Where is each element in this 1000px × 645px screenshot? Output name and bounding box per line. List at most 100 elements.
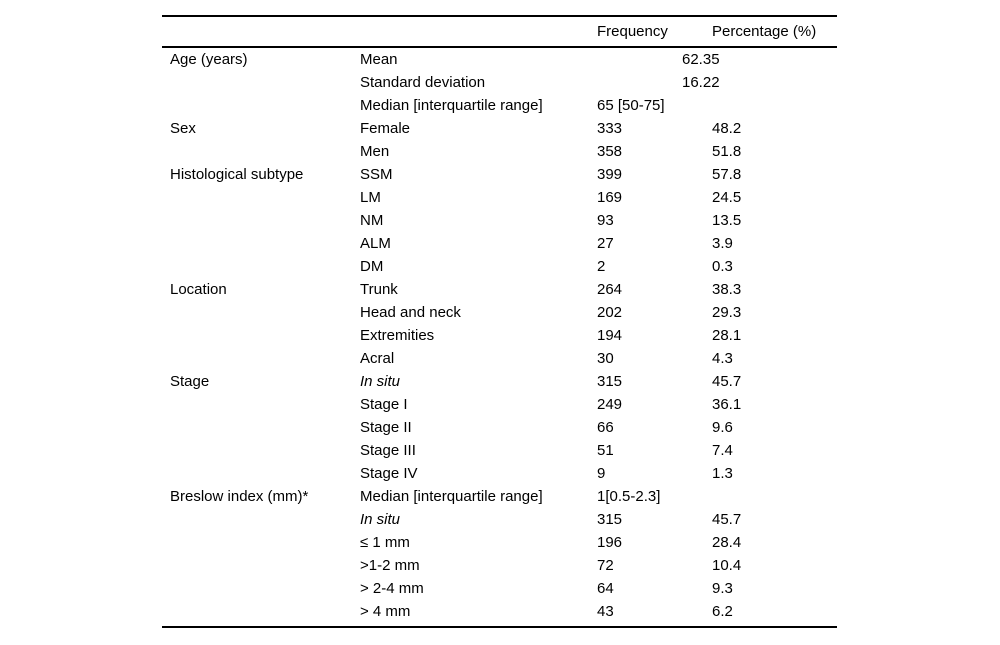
frequency-cell: 169 [597,189,623,206]
table-row: In situ 315 45.7 [162,508,837,531]
percentage-cell: 1.3 [712,465,733,482]
percentage-cell: 38.3 [712,281,742,298]
category-cell: Location [170,281,227,298]
category-cell: Sex [170,120,196,137]
table-row: Sex Female 333 48.2 [162,117,837,140]
percentage-cell: 4.3 [712,350,733,367]
table-row: ≤ 1 mm 196 28.4 [162,531,837,554]
frequency-cell: 196 [597,534,623,551]
percentage-cell: 10.4 [712,557,742,574]
table-row: Median [interquartile range] 65 [50-75] [162,94,837,117]
frequency-cell: 358 [597,143,623,160]
table-row: >1-2 mm 72 10.4 [162,554,837,577]
label-cell: Men [360,143,390,160]
label-cell: LM [360,189,381,206]
stats-table: Frequency Percentage (%) Age (years) Mea… [162,15,837,628]
column-header-percentage: Percentage (%) [712,23,817,40]
percentage-cell: 45.7 [712,511,742,528]
percentage-cell: 48.2 [712,120,742,137]
label-cell: > 2-4 mm [360,580,424,597]
frequency-cell: 194 [597,327,623,344]
frequency-cell: 249 [597,396,623,413]
column-header-frequency: Frequency [597,23,668,40]
frequency-cell: 202 [597,304,623,321]
table-row: DM 2 0.3 [162,255,837,278]
table-row: NM 93 13.5 [162,209,837,232]
percentage-cell: 28.4 [712,534,742,551]
percentage-cell: 57.8 [712,166,742,183]
table-row: Extremities 194 28.1 [162,324,837,347]
percentage-cell: 51.8 [712,143,742,160]
category-cell: Stage [170,373,210,390]
percentage-cell: 13.5 [712,212,742,229]
frequency-cell: 30 [597,350,614,367]
frequency-cell: 2 [597,258,606,275]
label-cell: Stage I [360,396,408,413]
label-cell: Stage III [360,442,416,459]
table-body: Age (years) Mean 62.35 Standard deviatio… [162,48,837,626]
label-cell: In situ [360,511,401,528]
label-cell: Trunk [360,281,398,298]
frequency-cell: 66 [597,419,614,436]
label-cell: Median [interquartile range] [360,488,543,505]
table-row: > 4 mm 43 6.2 [162,600,837,623]
percentage-cell: 28.1 [712,327,742,344]
label-cell: Standard deviation [360,74,486,91]
table-row: Head and neck 202 29.3 [162,301,837,324]
merged-value-cell: 62.35 [682,51,720,68]
frequency-cell: 1[0.5-2.3] [597,488,661,505]
percentage-cell: 3.9 [712,235,733,252]
percentage-cell: 29.3 [712,304,742,321]
table-row: Stage IV 9 1.3 [162,462,837,485]
table-row: Stage III 51 7.4 [162,439,837,462]
table-row: Standard deviation 16.22 [162,71,837,94]
percentage-cell: 7.4 [712,442,733,459]
table-row: Breslow index (mm)* Median [interquartil… [162,485,837,508]
label-cell: ≤ 1 mm [360,534,410,551]
table-row: Acral 30 4.3 [162,347,837,370]
label-cell: Head and neck [360,304,461,321]
label-cell: > 4 mm [360,603,411,620]
table-row: Stage II 66 9.6 [162,416,837,439]
label-cell: Female [360,120,411,137]
percentage-cell: 36.1 [712,396,742,413]
label-cell: Stage II [360,419,412,436]
label-cell: Mean [360,51,398,68]
frequency-cell: 93 [597,212,614,229]
table-row: Age (years) Mean 62.35 [162,48,837,71]
frequency-cell: 264 [597,281,623,298]
category-cell: Histological subtype [170,166,304,183]
merged-value-cell: 16.22 [682,74,720,91]
label-cell: SSM [360,166,393,183]
category-cell: Age (years) [170,51,248,68]
label-cell: DM [360,258,384,275]
percentage-cell: 6.2 [712,603,733,620]
frequency-cell: 9 [597,465,606,482]
table-row: LM 169 24.5 [162,186,837,209]
label-cell: Median [interquartile range] [360,97,543,114]
label-cell: Acral [360,350,395,367]
table-header-row: Frequency Percentage (%) [162,17,837,48]
percentage-cell: 24.5 [712,189,742,206]
frequency-cell: 315 [597,511,623,528]
percentage-cell: 45.7 [712,373,742,390]
percentage-cell: 0.3 [712,258,733,275]
table-row: Histological subtype SSM 399 57.8 [162,163,837,186]
table-row: ALM 27 3.9 [162,232,837,255]
frequency-cell: 51 [597,442,614,459]
table-row: Location Trunk 264 38.3 [162,278,837,301]
table-row: > 2-4 mm 64 9.3 [162,577,837,600]
frequency-cell: 72 [597,557,614,574]
label-cell: In situ [360,373,401,390]
label-cell: Stage IV [360,465,418,482]
table-row: Stage In situ 315 45.7 [162,370,837,393]
frequency-cell: 315 [597,373,623,390]
frequency-cell: 64 [597,580,614,597]
label-cell: NM [360,212,384,229]
table-row: Stage I 249 36.1 [162,393,837,416]
percentage-cell: 9.3 [712,580,733,597]
label-cell: ALM [360,235,391,252]
table-row: Men 358 51.8 [162,140,837,163]
frequency-cell: 27 [597,235,614,252]
